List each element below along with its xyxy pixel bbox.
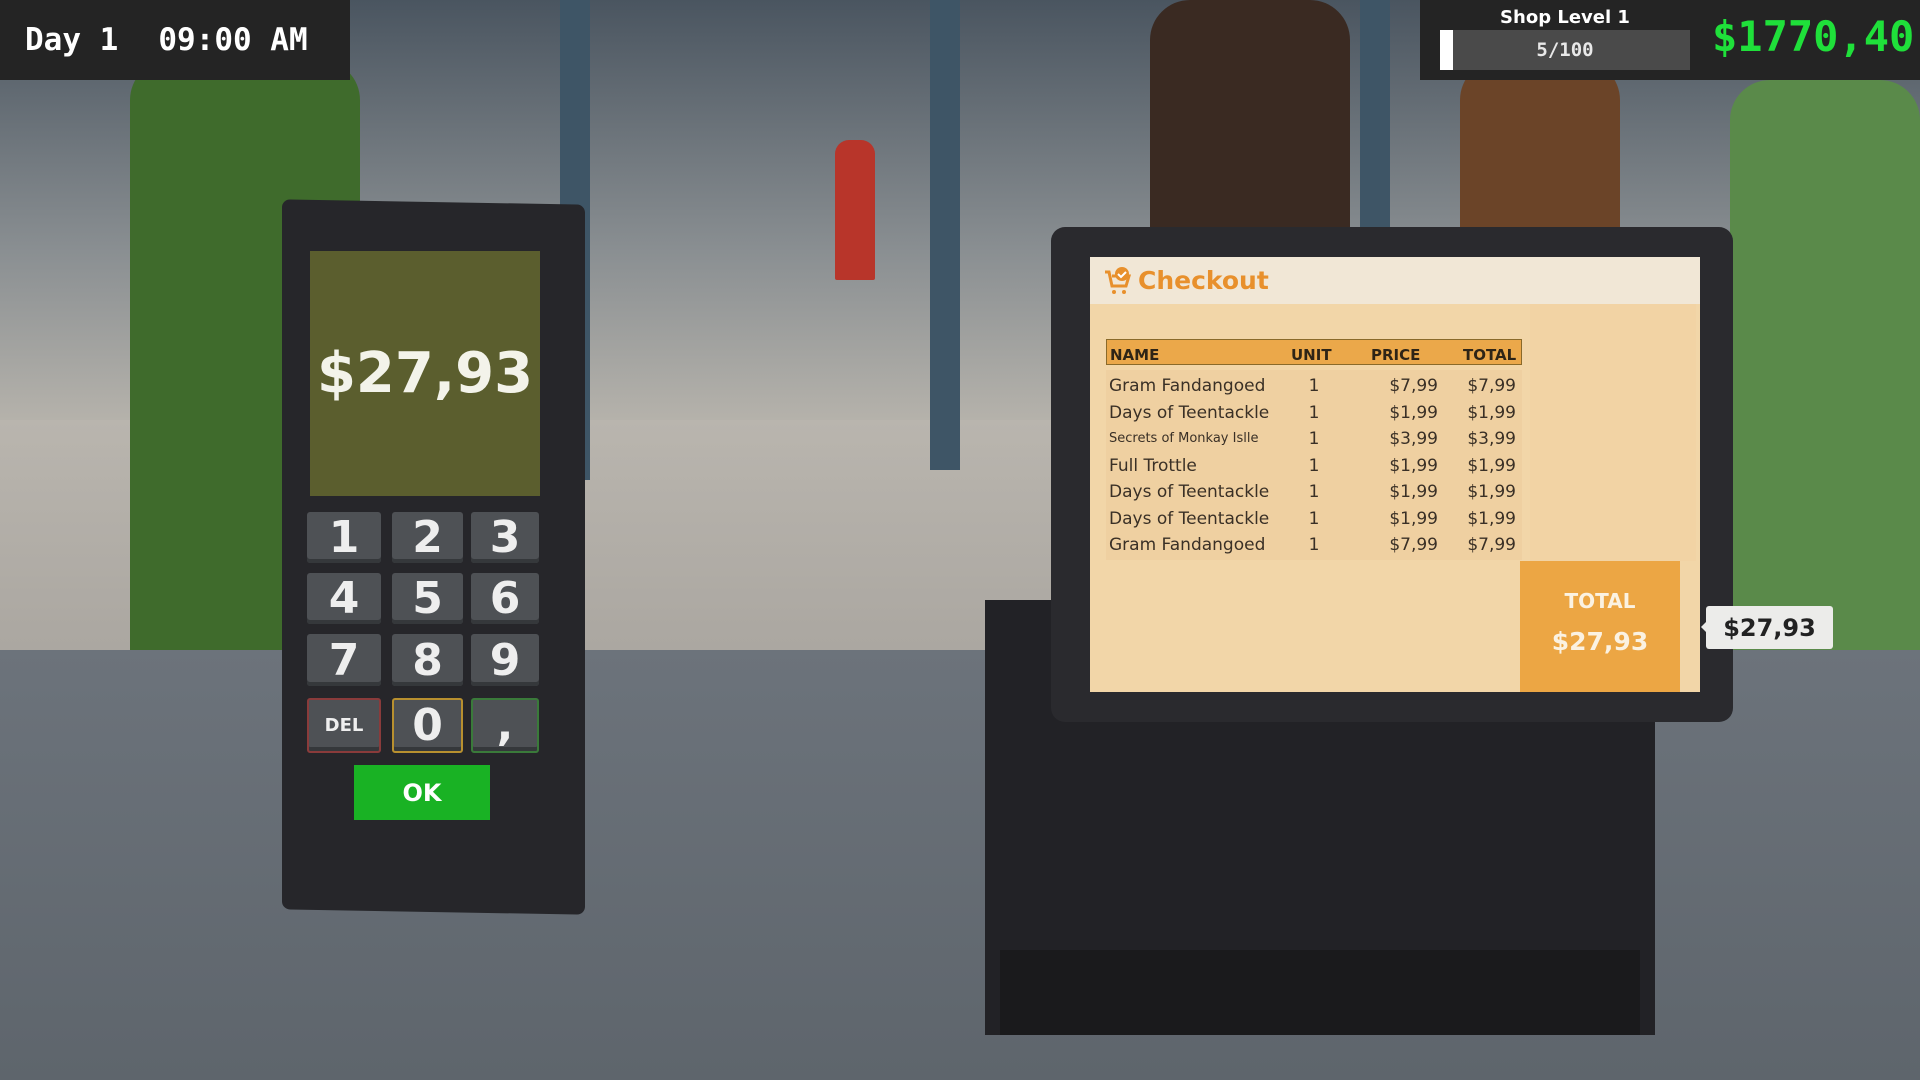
- item-name: Days of Teentackle: [1109, 402, 1270, 423]
- shop-level-label: Shop Level 1: [1500, 7, 1630, 28]
- item-name: Days of Teentackle: [1109, 482, 1270, 502]
- key-4-button[interactable]: 4: [307, 573, 381, 624]
- item-total: $7,99: [1467, 376, 1516, 396]
- key-3-button[interactable]: 3: [471, 512, 539, 563]
- checkout-header: Checkout: [1090, 257, 1700, 304]
- item-name: Secrets of Monkay Islle: [1109, 431, 1259, 446]
- ok-button[interactable]: OK: [354, 765, 490, 820]
- item-price: $3,99: [1389, 429, 1438, 449]
- item-unit: 1: [1308, 455, 1320, 476]
- time-label: 09:00 AM: [158, 22, 308, 58]
- customer: [1460, 60, 1620, 240]
- item-unit: 1: [1308, 402, 1320, 423]
- level-progress-bar: 5/100: [1440, 30, 1690, 70]
- table-row: Days of Teentackle 1 $1,99 $1,99: [1106, 506, 1522, 532]
- column-header-unit: UNIT: [1291, 346, 1332, 364]
- level-progress-text: 5/100: [1536, 39, 1594, 61]
- column-header-total: TOTAL: [1463, 346, 1517, 364]
- item-name: Full Trottle: [1109, 455, 1197, 476]
- column-header-name: NAME: [1110, 346, 1160, 364]
- key-1-button[interactable]: 1: [307, 512, 381, 563]
- item-price: $7,99: [1389, 535, 1438, 555]
- item-price: $1,99: [1389, 482, 1438, 502]
- item-price: $1,99: [1389, 402, 1438, 423]
- table-row: Gram Fandangoed 1 $7,99 $7,99: [1106, 373, 1522, 399]
- day-time-panel: Day 1 09:00 AM: [0, 0, 350, 80]
- item-price: $7,99: [1389, 376, 1438, 396]
- window-frame: [930, 0, 960, 470]
- item-total: $1,99: [1467, 508, 1516, 529]
- item-name: Gram Fandangoed: [1109, 376, 1266, 396]
- item-total: $1,99: [1467, 455, 1516, 476]
- key-6-button[interactable]: 6: [471, 573, 539, 624]
- checkout-items-table: Gram Fandangoed 1 $7,99 $7,99 Days of Teenta…: [1106, 370, 1522, 560]
- key-del-button[interactable]: DEL: [307, 698, 381, 753]
- item-name: Gram Fandangoed: [1109, 535, 1266, 555]
- item-unit: 1: [1308, 482, 1320, 502]
- key-2-button[interactable]: 2: [392, 512, 463, 563]
- table-row: Gram Fandangoed 1 $7,99 $7,99: [1106, 532, 1522, 558]
- table-row: Secrets of Monkay Islle 1 $3,99 $3,99: [1106, 426, 1522, 452]
- table-header: NAME UNIT PRICE TOTAL: [1106, 339, 1522, 365]
- money-balance: $1770,40: [1712, 12, 1915, 61]
- column-header-price: PRICE: [1371, 346, 1421, 364]
- key-9-button[interactable]: 9: [471, 634, 539, 686]
- customer: [1150, 0, 1350, 240]
- table-row: Days of Teentackle 1 $1,99 $1,99: [1106, 400, 1522, 426]
- item-unit: 1: [1308, 429, 1320, 449]
- item-total: $7,99: [1467, 535, 1516, 555]
- item-name: Days of Teentackle: [1109, 508, 1270, 529]
- customer-payment-tooltip: $27,93: [1701, 606, 1833, 649]
- cash-drawer[interactable]: [1000, 950, 1640, 1035]
- checkout-title: Checkout: [1138, 266, 1269, 295]
- item-unit: 1: [1308, 535, 1320, 555]
- item-total: $1,99: [1467, 402, 1516, 423]
- table-row: Full Trottle 1 $1,99 $1,99: [1106, 453, 1522, 479]
- checkout-side-panel: [1530, 304, 1696, 561]
- level-progress-fill: [1440, 30, 1453, 70]
- terminal-display: $27,93: [310, 251, 540, 496]
- key-8-button[interactable]: 8: [392, 634, 463, 686]
- table-row: Days of Teentackle 1 $1,99 $1,99: [1106, 479, 1522, 505]
- key-7-button[interactable]: 7: [307, 634, 381, 686]
- item-total: $1,99: [1467, 482, 1516, 502]
- total-value: $27,93: [1551, 627, 1649, 656]
- window-frame: [1360, 0, 1390, 260]
- item-unit: 1: [1308, 376, 1320, 396]
- total-box: TOTAL $27,93: [1520, 561, 1680, 692]
- item-price: $1,99: [1389, 455, 1438, 476]
- day-label: Day 1: [25, 22, 119, 58]
- key-comma-button[interactable]: ,: [471, 698, 539, 753]
- item-price: $1,99: [1389, 508, 1438, 529]
- item-total: $3,99: [1467, 429, 1516, 449]
- key-0-button[interactable]: 0: [392, 698, 463, 753]
- key-5-button[interactable]: 5: [392, 573, 463, 624]
- cart-check-icon: [1105, 266, 1132, 294]
- item-unit: 1: [1308, 508, 1320, 529]
- fire-hydrant: [835, 140, 875, 280]
- total-label: TOTAL: [1564, 589, 1636, 613]
